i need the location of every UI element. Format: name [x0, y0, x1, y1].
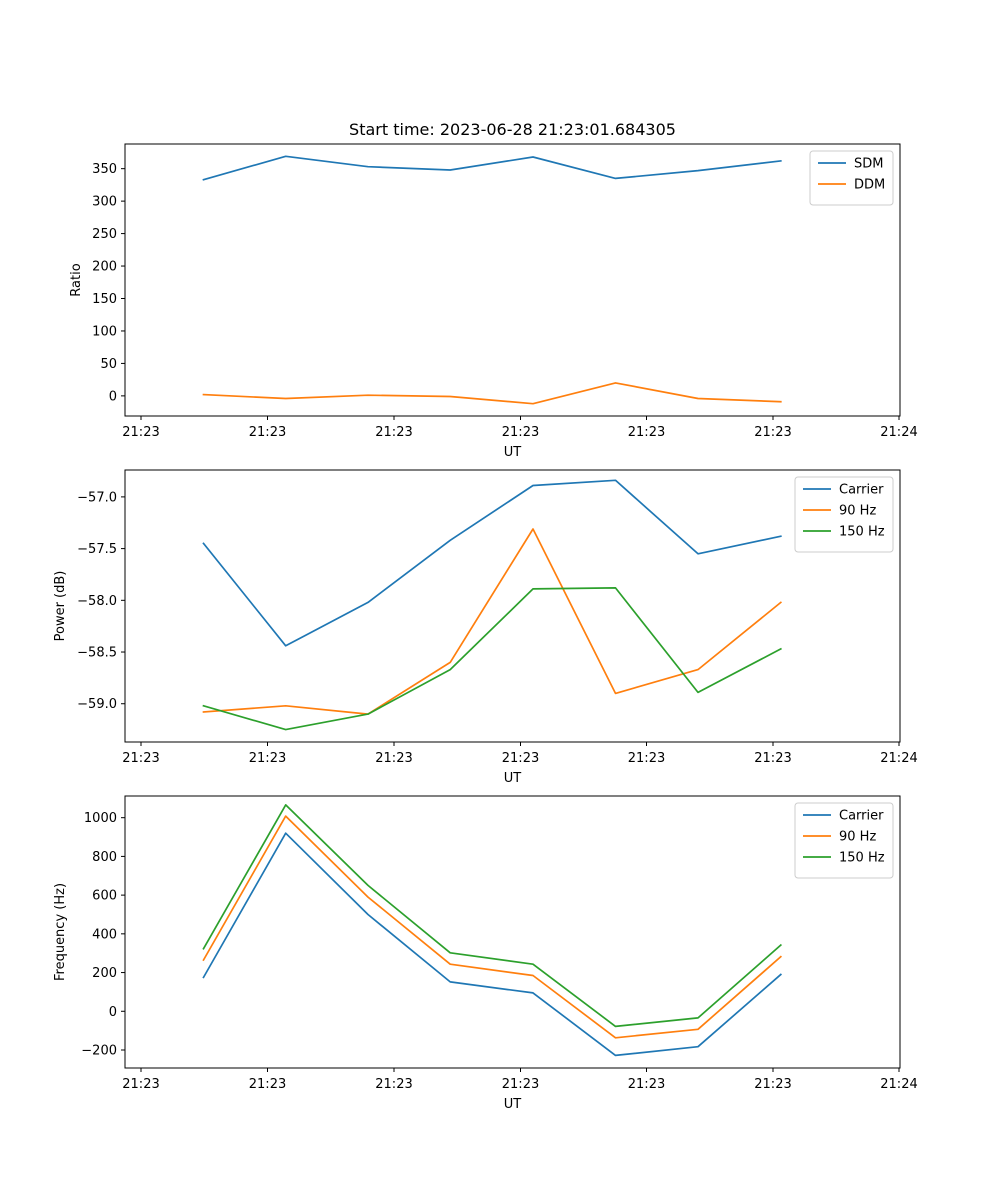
legend-label: Carrier [839, 483, 884, 498]
x-tick-label: 21:23 [249, 751, 286, 766]
x-tick-label: 21:23 [628, 751, 665, 766]
x-tick-label: 21:23 [122, 425, 159, 440]
y-tick-label: −57.5 [77, 542, 117, 557]
legend: SDM DDM [809, 150, 894, 206]
series-line-carrier [202, 832, 782, 1057]
x-tick-label: 21:23 [628, 425, 665, 440]
legend-label: 150 Hz [839, 851, 885, 866]
x-tick-label: 21:23 [375, 425, 412, 440]
series-line-carrier [202, 479, 782, 647]
x-axis-label: UT [504, 445, 522, 460]
figure-title: Start time: 2023-06-28 21:23:01.684305 [349, 120, 676, 139]
y-tick-label: 800 [92, 850, 117, 865]
series-line-90-hz [202, 528, 782, 715]
series-line-ddm [202, 382, 782, 405]
legend: Carrier 90 Hz 150 Hz [794, 802, 894, 879]
series-line-sdm [202, 155, 782, 181]
x-axis-label: UT [504, 1097, 522, 1112]
chart-panel-3: −200 0 200 400 600 800 1000 21:23 21:23 21:23 21:2… [53, 795, 918, 1112]
y-tick-label: 200 [92, 966, 117, 981]
legend-label: 150 Hz [839, 525, 885, 540]
y-tick-label: 300 [92, 195, 117, 210]
x-tick-label: 21:23 [754, 1077, 791, 1092]
y-tick-label: 50 [100, 357, 117, 372]
legend-label: SDM [854, 157, 883, 172]
series-line-90-hz [202, 815, 782, 1039]
y-axis-label: Ratio [69, 263, 84, 296]
x-tick-label: 21:23 [502, 425, 539, 440]
y-tick-label: −58.5 [77, 646, 117, 661]
y-tick-label: 250 [92, 227, 117, 242]
y-axis-label: Power (dB) [53, 571, 68, 642]
y-tick-label: −59.0 [77, 697, 117, 712]
axes-frame [124, 143, 901, 417]
axes-frame [124, 795, 901, 1069]
x-tick-label: 21:24 [880, 751, 917, 766]
y-tick-label: −58.0 [77, 594, 117, 609]
x-tick-label: 21:23 [375, 1077, 412, 1092]
legend-box [794, 476, 894, 553]
y-tick-label: 1000 [84, 811, 117, 826]
legend-box [794, 802, 894, 879]
y-tick-label: −57.0 [77, 490, 117, 505]
x-tick-label: 21:24 [880, 425, 917, 440]
legend: Carrier 90 Hz 150 Hz [794, 476, 894, 553]
series-line-150-hz [202, 587, 782, 731]
x-axis-label: UT [504, 771, 522, 786]
legend-label: 90 Hz [839, 830, 876, 845]
x-tick-label: 21:23 [122, 1077, 159, 1092]
y-tick-label: 0 [109, 1005, 117, 1020]
y-tick-label: 600 [92, 889, 117, 904]
y-tick-label: 400 [92, 927, 117, 942]
legend-box [809, 150, 894, 206]
legend-label: DDM [854, 178, 885, 193]
x-tick-label: 21:23 [375, 751, 412, 766]
chart-panel-2: −59.0 −58.5 −58.0 −57.5 −57.0 21:23 21:23 21:23… [53, 469, 918, 786]
y-tick-label: 350 [92, 162, 117, 177]
x-tick-label: 21:23 [628, 1077, 665, 1092]
x-tick-label: 21:23 [249, 1077, 286, 1092]
y-tick-label: −200 [81, 1043, 117, 1058]
x-tick-label: 21:23 [754, 751, 791, 766]
legend-label: 90 Hz [839, 504, 876, 519]
axes-frame [124, 469, 901, 743]
y-axis-label: Frequency (Hz) [53, 883, 68, 981]
x-tick-label: 21:23 [122, 751, 159, 766]
y-tick-label: 150 [92, 292, 117, 307]
x-tick-label: 21:24 [880, 1077, 917, 1092]
y-tick-label: 100 [92, 324, 117, 339]
charts: 0 50 100 150 200 250 300 350 21:23 21:23 21:23 21:2… [53, 143, 918, 1112]
x-tick-label: 21:23 [502, 751, 539, 766]
y-tick-label: 0 [109, 389, 117, 404]
x-tick-label: 21:23 [754, 425, 791, 440]
y-tick-label: 200 [92, 260, 117, 275]
x-tick-label: 21:23 [249, 425, 286, 440]
series-line-150-hz [202, 804, 782, 1028]
chart-panel-1: 0 50 100 150 200 250 300 350 21:23 21:23 21:23 21:2… [69, 143, 918, 460]
legend-label: Carrier [839, 809, 884, 824]
x-tick-label: 21:23 [502, 1077, 539, 1092]
